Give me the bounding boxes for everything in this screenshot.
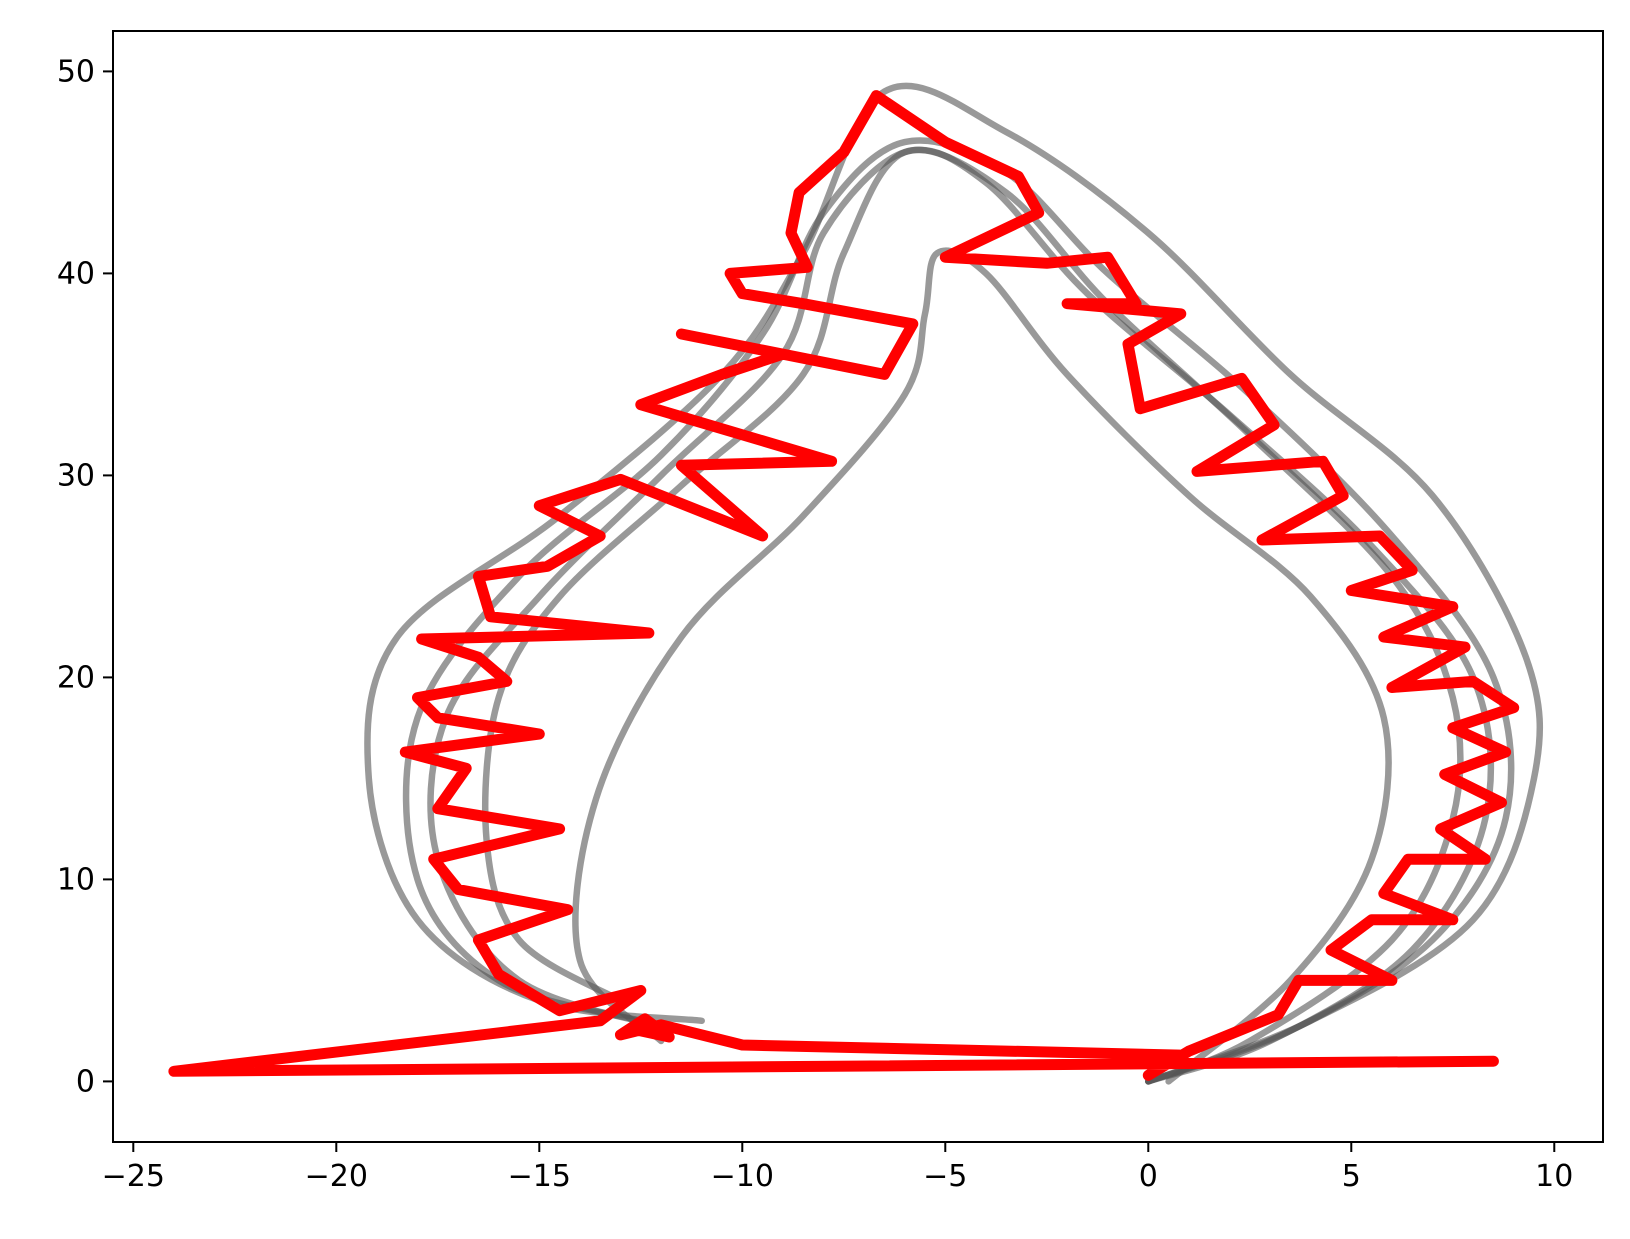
y-tick-label: 30 <box>57 458 95 493</box>
reference-trajectory-line-1 <box>364 82 1544 1085</box>
plot-frame <box>112 30 1604 1143</box>
reference-trajectory-line-5 <box>572 247 1392 1085</box>
axis-layer: −25 −20 −15 −10 −5 0 5 10 0 10 20 30 40 50 <box>57 54 1574 1194</box>
x-tick-label: 0 <box>1139 1159 1158 1194</box>
y-tick-label: 20 <box>57 660 95 695</box>
x-tick-label: −25 <box>102 1159 165 1194</box>
y-tick-label: 40 <box>57 256 95 291</box>
y-tick-label: 10 <box>57 862 95 897</box>
series-layer <box>168 82 1544 1085</box>
x-tick-label: −20 <box>305 1159 368 1194</box>
x-tick-label: −10 <box>711 1159 774 1194</box>
y-tick-label: 50 <box>57 54 95 89</box>
x-tick-label: 10 <box>1535 1159 1573 1194</box>
x-tick-label: −5 <box>923 1159 967 1194</box>
x-tick-label: −15 <box>508 1159 571 1194</box>
y-tick-label: 0 <box>76 1064 95 1099</box>
red-trajectory-line <box>168 90 1520 1081</box>
x-tick-label: 5 <box>1342 1159 1361 1194</box>
